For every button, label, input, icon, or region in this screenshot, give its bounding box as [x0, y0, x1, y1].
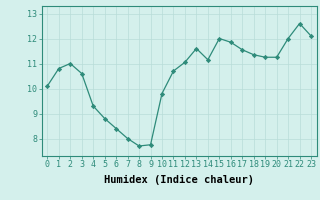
- X-axis label: Humidex (Indice chaleur): Humidex (Indice chaleur): [104, 175, 254, 185]
